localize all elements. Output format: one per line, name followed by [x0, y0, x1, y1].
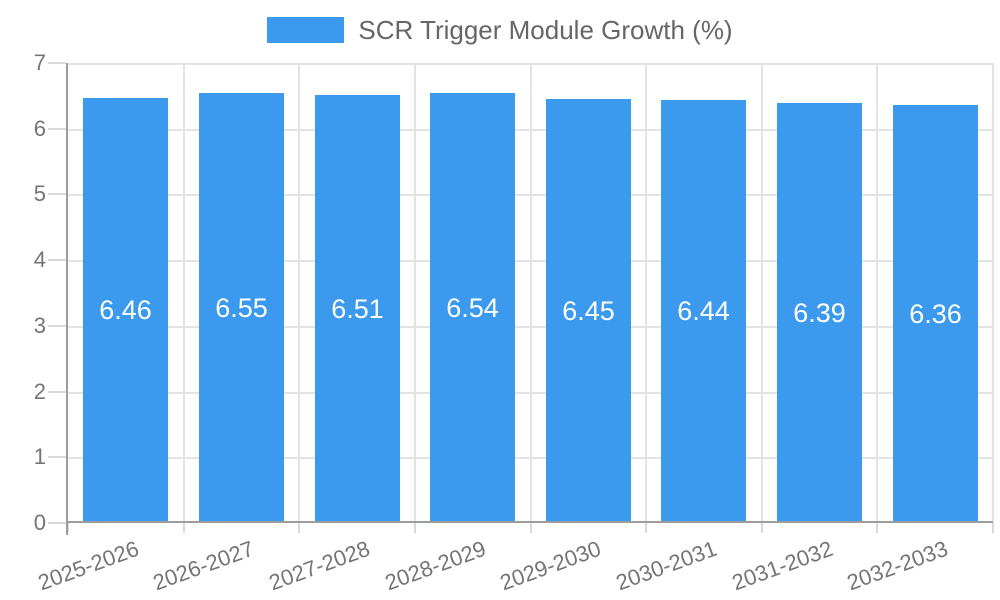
- x-tick-mark: [992, 523, 994, 533]
- legend-label: SCR Trigger Module Growth (%): [358, 15, 733, 45]
- y-tick-mark: [48, 325, 66, 327]
- x-tick-mark: [183, 523, 185, 533]
- bar[interactable]: 6.44: [661, 100, 746, 523]
- y-tick-mark: [48, 522, 66, 524]
- bar[interactable]: 6.54: [430, 93, 515, 523]
- bar-value-label: 6.54: [446, 292, 499, 323]
- gridline-vertical: [298, 63, 300, 523]
- y-tick-label: 5: [33, 181, 46, 206]
- y-tick-label: 3: [33, 313, 46, 338]
- bar-value-label: 6.36: [909, 298, 962, 329]
- y-tick-mark: [48, 62, 66, 64]
- y-tick-label: 1: [33, 444, 46, 469]
- x-tick-mark: [298, 523, 300, 533]
- gridline-vertical: [645, 63, 647, 523]
- x-axis-line: [68, 521, 993, 523]
- gridline-vertical: [761, 63, 763, 523]
- plot-area: 6.46 6.55 6.51 6.54 6.45 6.44 6.39 6.36: [68, 63, 994, 523]
- bar[interactable]: 6.36: [893, 105, 978, 523]
- legend-swatch: [267, 17, 345, 43]
- gridline-vertical: [414, 63, 416, 523]
- x-tick-mark: [876, 523, 878, 533]
- gridline-vertical: [530, 63, 532, 523]
- y-tick-label: 7: [33, 50, 46, 75]
- chart-legend[interactable]: SCR Trigger Module Growth (%): [0, 14, 1000, 46]
- y-axis-line: [66, 63, 68, 535]
- bar-value-label: 6.46: [99, 295, 152, 325]
- y-tick-mark: [48, 259, 66, 261]
- x-tick-mark: [761, 523, 763, 533]
- bar-value-label: 6.44: [677, 296, 730, 326]
- x-tick-mark: [414, 523, 416, 533]
- x-tick-mark: [67, 523, 69, 533]
- bar-value-label: 6.45: [562, 295, 615, 326]
- x-tick-mark: [530, 523, 532, 533]
- y-tick-label: 2: [33, 379, 46, 404]
- bar-value-label: 6.55: [215, 292, 268, 323]
- y-tick-mark: [48, 391, 66, 393]
- gridline-vertical: [992, 63, 994, 523]
- bar-value-label: 6.51: [331, 293, 384, 324]
- y-tick-mark: [48, 456, 66, 458]
- gridline-vertical: [183, 63, 185, 523]
- bar-value-label: 6.39: [793, 297, 846, 328]
- bar[interactable]: 6.55: [199, 93, 284, 523]
- y-tick-label: 4: [33, 247, 46, 272]
- bar[interactable]: 6.46: [83, 98, 168, 523]
- y-tick-label: 6: [33, 116, 46, 141]
- bar[interactable]: 6.51: [315, 95, 400, 523]
- gridline-vertical: [876, 63, 878, 523]
- y-tick-mark: [48, 193, 66, 195]
- y-tick-label: 0: [33, 510, 46, 535]
- bar[interactable]: 6.45: [546, 99, 631, 523]
- bar[interactable]: 6.39: [777, 103, 862, 523]
- y-tick-mark: [48, 128, 66, 130]
- x-tick-mark: [645, 523, 647, 533]
